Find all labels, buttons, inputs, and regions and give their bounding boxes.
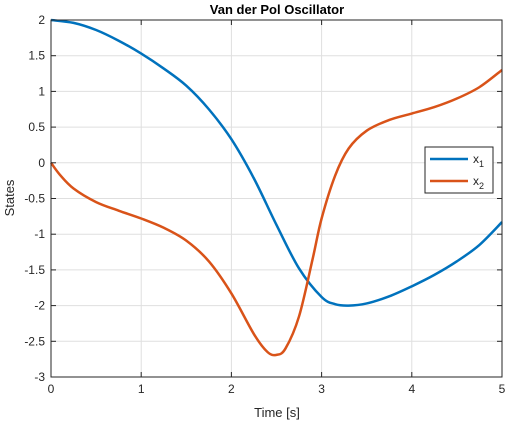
- y-tick-label: -2: [34, 299, 45, 313]
- series-lines: [49, 18, 503, 357]
- y-tick-label: -2.5: [24, 334, 45, 348]
- y-tick-labels: 2 1.5 1 0.5 0 -0.5 -1 -1.5 -2 -2.5 -3: [24, 13, 45, 384]
- series-line-x2: [49, 68, 503, 357]
- x-tick-label: 3: [318, 382, 325, 396]
- y-tick-label: 0.5: [28, 120, 45, 134]
- y-tick-label: 1: [38, 84, 45, 98]
- ticks: [50, 19, 503, 378]
- y-tick-label: 1.5: [28, 49, 45, 63]
- y-tick-label: -1: [34, 227, 45, 241]
- y-tick-label: -0.5: [24, 192, 45, 206]
- x-tick-label: 4: [408, 382, 415, 396]
- y-tick-label: -1.5: [24, 263, 45, 277]
- legend-label-x1: x1: [473, 152, 484, 169]
- y-tick-label: -3: [34, 370, 45, 384]
- chart-title: Van der Pol Oscillator: [210, 2, 344, 17]
- y-tick-label: 2: [38, 13, 45, 27]
- y-tick-label: 0: [38, 156, 45, 170]
- x-tick-label: 5: [499, 382, 506, 396]
- x-tick-label: 0: [48, 382, 55, 396]
- x-axis-label: Time [s]: [254, 405, 300, 420]
- legend-box: [424, 146, 494, 194]
- x-tick-label: 1: [138, 382, 145, 396]
- series-line-x1: [50, 18, 503, 307]
- x-tick-label: 2: [228, 382, 235, 396]
- legend-label-x2: x2: [473, 174, 484, 191]
- y-axis-label: States: [2, 179, 17, 216]
- x-tick-labels: 0 1 2 3 4 5: [48, 382, 506, 396]
